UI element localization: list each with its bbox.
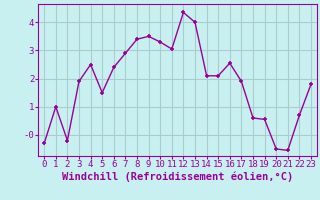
X-axis label: Windchill (Refroidissement éolien,°C): Windchill (Refroidissement éolien,°C) [62,172,293,182]
